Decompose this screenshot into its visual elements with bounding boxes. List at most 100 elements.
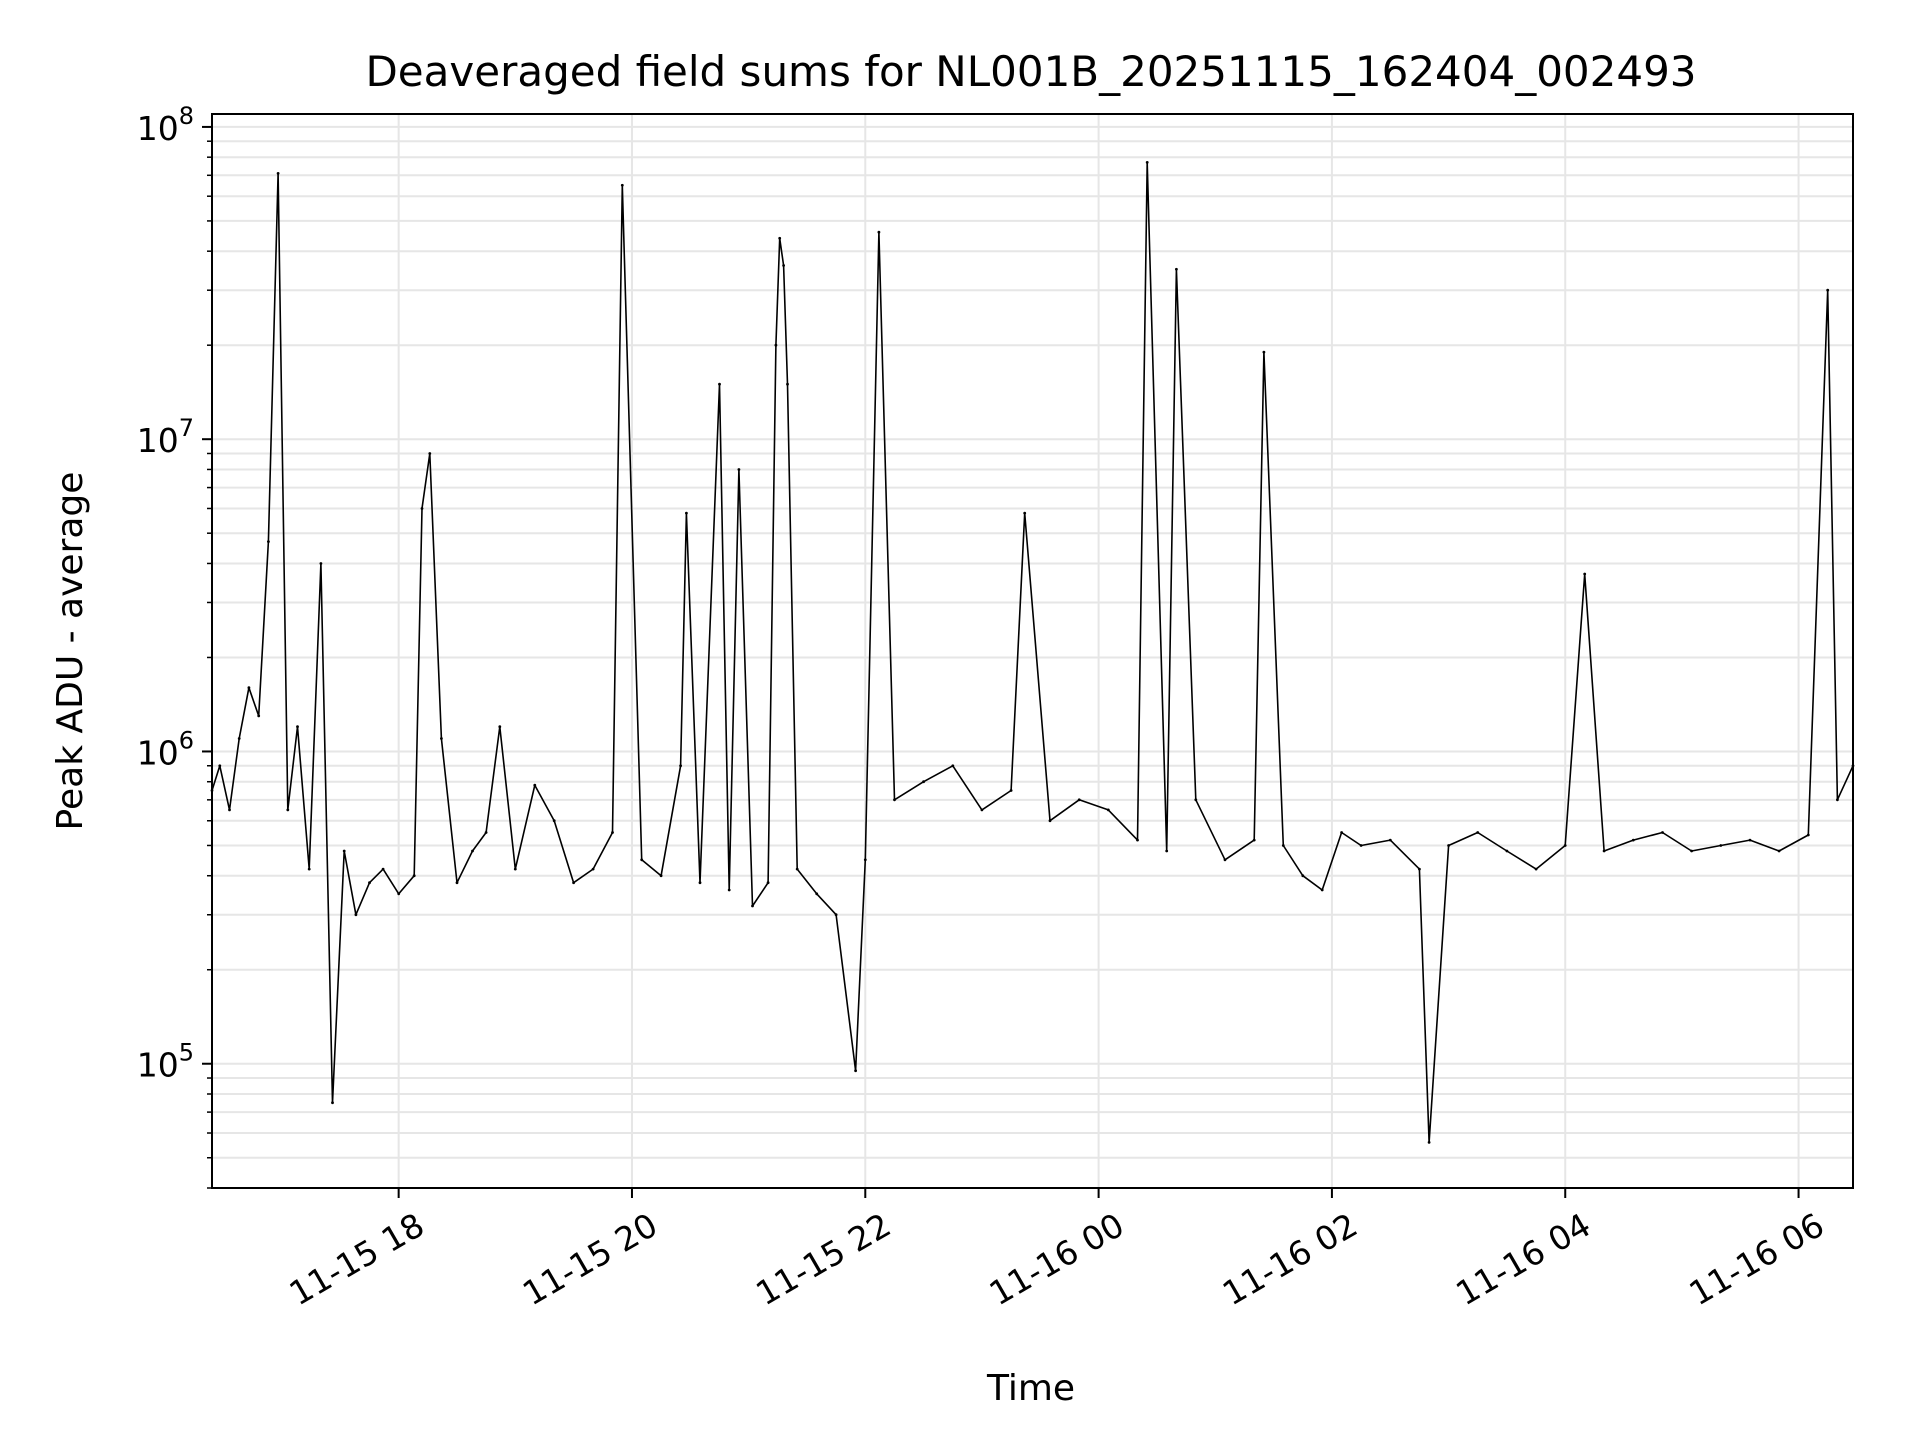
data-point [1748, 838, 1752, 842]
data-point [412, 874, 416, 878]
data-point [1777, 849, 1781, 853]
y-tick-label: 108 [137, 102, 194, 148]
data-point [276, 172, 280, 175]
data-point [420, 507, 424, 510]
data-point [737, 468, 741, 471]
data-point [381, 867, 385, 871]
data-point [1106, 808, 1110, 812]
data-point [980, 808, 984, 812]
data-point [1136, 838, 1139, 842]
data-point [1175, 267, 1178, 271]
data-point [611, 831, 614, 834]
data-point [1320, 888, 1324, 892]
data-point [591, 867, 595, 871]
data-point [679, 764, 682, 768]
data-point [572, 881, 575, 885]
data-point [513, 867, 517, 871]
data-point [1427, 1141, 1431, 1144]
data-point [533, 783, 537, 787]
data-point [1009, 789, 1013, 792]
plot-data [210, 161, 1855, 1144]
data-point [698, 881, 702, 885]
data-point [854, 1069, 857, 1073]
y-tick-label: 107 [137, 414, 194, 460]
y-axis: 105 106 107 108 [137, 102, 212, 1189]
data-point [774, 343, 778, 347]
data-point [218, 764, 222, 768]
y-tick-label: 106 [137, 726, 194, 772]
data-point [1023, 511, 1027, 515]
data-point [1631, 838, 1635, 842]
data-point [1145, 161, 1149, 164]
data-point [1661, 831, 1664, 834]
data-point [397, 892, 401, 896]
data-point [286, 808, 290, 812]
data-point [237, 737, 241, 740]
data-point [786, 382, 789, 386]
data-point [455, 881, 459, 885]
data-point [1281, 844, 1285, 847]
data-point [342, 849, 346, 853]
data-point [319, 562, 323, 565]
chart-title: Deaveraged field sums for NL001B_2025111… [365, 47, 1696, 96]
data-point [471, 849, 474, 853]
data-point [1340, 831, 1343, 834]
data-point [922, 780, 925, 784]
data-point [1583, 572, 1587, 576]
data-point [1719, 844, 1723, 847]
data-point [1077, 798, 1081, 802]
data-point [1359, 844, 1363, 847]
data-point [1447, 844, 1450, 847]
data-point [1418, 867, 1421, 871]
data-point [498, 725, 502, 729]
data-point [893, 798, 896, 802]
data-point [640, 858, 644, 862]
plot-frame [211, 113, 1854, 1189]
data-point [1836, 798, 1839, 802]
data-point [552, 819, 556, 823]
data-point [782, 264, 785, 267]
data-point [307, 867, 311, 871]
data-point [727, 888, 731, 892]
data-point [1476, 831, 1480, 834]
data-point [1252, 838, 1256, 842]
data-point [354, 913, 358, 917]
data-point [368, 881, 371, 885]
y-axis-label: Peak ADU - average [50, 472, 91, 831]
data-point [1262, 350, 1266, 354]
data-point [766, 881, 770, 885]
data-point [863, 858, 867, 862]
data-point [951, 764, 955, 768]
data-point [834, 913, 838, 917]
y-tick-label: 105 [137, 1039, 194, 1085]
data-point [685, 511, 688, 515]
data-point [778, 236, 782, 240]
data-point [267, 540, 270, 543]
data-point [1563, 844, 1567, 847]
data-point [1165, 849, 1169, 853]
data-point [718, 382, 721, 386]
data-point [751, 904, 754, 908]
data-point [296, 725, 299, 729]
data-point [1301, 874, 1305, 878]
grid [212, 114, 1853, 1189]
data-point [257, 714, 261, 718]
data-point [877, 230, 881, 234]
data-point [1194, 798, 1198, 802]
data-point [1690, 849, 1693, 853]
data-point [228, 808, 231, 812]
data-point [795, 867, 799, 871]
data-point [815, 892, 819, 896]
data-point [331, 1101, 334, 1105]
data-point [620, 183, 624, 187]
data-point [1223, 858, 1227, 862]
data-point [1505, 849, 1509, 853]
data-point [659, 874, 663, 878]
data-point [1388, 838, 1392, 842]
x-axis-label: Time [986, 1368, 1075, 1409]
data-point [440, 737, 443, 740]
data-point [1806, 833, 1810, 837]
data-point [1602, 849, 1606, 853]
